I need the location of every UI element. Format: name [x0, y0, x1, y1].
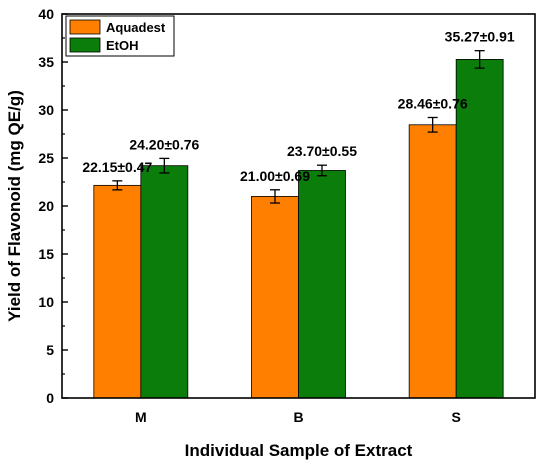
bar-aquadest-m — [93, 184, 142, 399]
bar-etoh-s — [455, 59, 504, 399]
data-labels-layer: 22.15±0.47 24.20±0.76 21.00±0.69 23.70±0.55… — [82, 29, 515, 184]
x-tick-label: B — [293, 409, 303, 425]
plot-frame — [61, 13, 536, 399]
bar-etoh-b — [298, 170, 346, 399]
y-tick-label: 40 — [38, 6, 54, 22]
y-tick-label: 15 — [38, 246, 54, 262]
bars-layer — [93, 59, 504, 399]
bar-aquadest-b — [251, 195, 299, 399]
y-tick-label: 5 — [46, 342, 54, 358]
y-tick-label: 0 — [46, 390, 54, 406]
data-label: 35.27±0.91 — [445, 29, 515, 45]
bar-aquadest-s — [408, 124, 457, 399]
y-tick-label: 25 — [38, 150, 54, 166]
y-tick-label: 35 — [38, 54, 54, 70]
y-tick-label: 20 — [38, 198, 54, 214]
tick-layer: 0 5 10 15 20 25 30 35 40 M B S — [38, 6, 460, 425]
data-label: 28.46±0.76 — [398, 95, 468, 111]
y-tick-label: 30 — [38, 102, 54, 118]
error-bars-layer — [112, 50, 485, 204]
legend: Aquadest EtOH — [65, 15, 175, 57]
legend-label-aquadest: Aquadest — [106, 20, 166, 35]
x-axis-title: Individual Sample of Extract — [185, 441, 413, 460]
data-label: 24.20±0.76 — [129, 136, 199, 152]
data-label: 23.70±0.55 — [287, 143, 357, 159]
legend-swatch-etoh — [69, 37, 101, 53]
legend-swatch-aquadest — [69, 19, 101, 35]
legend-label-etoh: EtOH — [106, 38, 139, 53]
data-label: 21.00±0.69 — [240, 168, 310, 184]
y-tick-label: 10 — [38, 294, 54, 310]
x-tick-label: M — [135, 409, 147, 425]
bar-etoh-m — [140, 165, 189, 399]
y-axis-title: Yield of Flavonoid (mg QE/g) — [5, 90, 24, 322]
data-label: 22.15±0.47 — [82, 159, 152, 175]
x-tick-label: S — [451, 409, 460, 425]
